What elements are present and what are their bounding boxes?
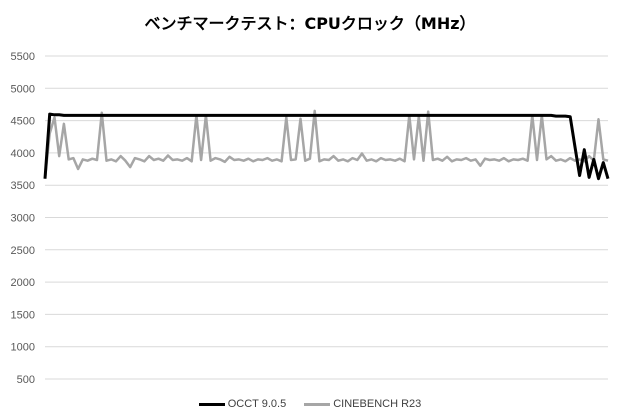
legend-label: OCCT 9.0.5 — [227, 398, 287, 410]
y-tick-label: 4000 — [11, 148, 35, 160]
y-tick-label: 2500 — [11, 245, 35, 257]
legend-swatch — [198, 402, 225, 406]
legend-item-cinebench: CINEBENCH R23 — [304, 398, 421, 410]
y-tick-label: 3500 — [11, 180, 35, 192]
y-tick-label: 3000 — [11, 213, 35, 225]
y-tick-label: 5000 — [11, 83, 35, 95]
y-tick-label: 1500 — [11, 309, 35, 321]
y-tick-label: 500 — [17, 374, 35, 386]
legend-swatch — [304, 402, 331, 406]
chart-title: ベンチマークテスト：CPUクロック（MHz） — [144, 14, 476, 33]
y-tick-label: 1000 — [11, 342, 35, 354]
legend-item-occt: OCCT 9.0.5 — [198, 398, 287, 410]
series-line-cinebench — [43, 109, 609, 179]
y-tick-label: 5500 — [11, 51, 35, 63]
y-tick-label: 2000 — [11, 277, 35, 289]
y-tick-label: 4500 — [11, 116, 35, 128]
legend-label: CINEBENCH R23 — [333, 398, 422, 410]
legend: OCCT 9.0.5 CINEBENCH R23 — [0, 398, 620, 410]
series-line-occt — [43, 112, 610, 181]
